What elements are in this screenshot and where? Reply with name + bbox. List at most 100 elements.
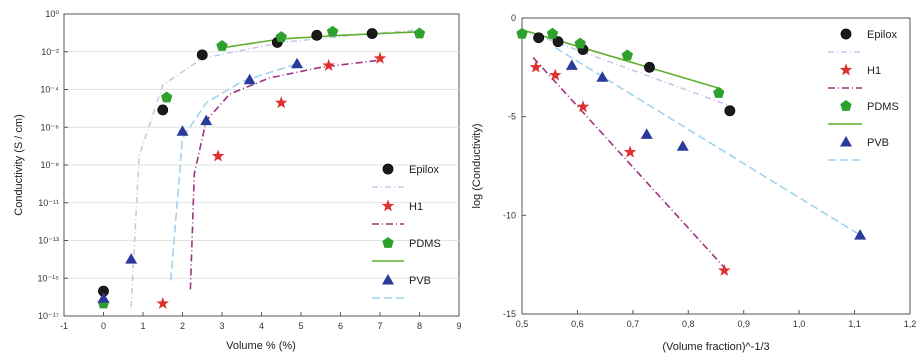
left-fit-curve-pvb <box>169 62 298 281</box>
right-x-tick-label: 0,7 <box>627 319 640 329</box>
right-y-ticks: 0 -5 -10 -15 <box>503 13 526 319</box>
right-point-h1 <box>623 145 637 158</box>
left-x-tick-label: 7 <box>377 321 382 331</box>
left-grid <box>64 51 459 279</box>
left-point-epilox <box>196 49 208 61</box>
left-point-pvb <box>176 125 189 136</box>
right-x-tick-label: 0,5 <box>516 319 529 329</box>
right-x-tick-label: 1,0 <box>793 319 806 329</box>
left-y-tick-label: 10⁻¹¹ <box>38 198 59 208</box>
right-point-pdms <box>713 86 725 98</box>
left-legend-marker-epilox <box>382 163 394 175</box>
left-legend-label-pdms: PDMS <box>409 238 441 250</box>
left-point-h1 <box>156 296 170 309</box>
left-x-tick-label: 8 <box>417 321 422 331</box>
left-y-tick-label: 10⁻¹⁷ <box>38 311 59 321</box>
right-point-pvb <box>596 71 609 82</box>
right-fit-line-h1 <box>532 56 728 272</box>
right-legend-label-epilox: Epilox <box>867 29 897 41</box>
right-point-pvb <box>565 59 578 70</box>
left-x-tick-label: -1 <box>60 321 68 331</box>
left-y-tick-label: 10⁻¹⁵ <box>38 273 60 283</box>
right-y-tick-label: -10 <box>503 210 516 220</box>
left-point-pdms <box>216 39 228 51</box>
right-legend-marker-pdms <box>840 100 852 111</box>
left-legend-label-h1: H1 <box>409 201 423 213</box>
right-point-pdms <box>546 27 559 39</box>
right-legend-marker-pvb <box>840 136 852 147</box>
left-point-h1 <box>211 149 225 162</box>
left-fit-curve-h1 <box>189 59 381 290</box>
right-y-tick-label: 0 <box>511 13 516 23</box>
left-y-tick-label: 10⁰ <box>45 9 59 19</box>
left-point-epilox <box>311 29 323 41</box>
right-point-epilox <box>552 36 564 48</box>
left-point-epilox <box>366 28 378 39</box>
left-x-tick-label: 0 <box>101 321 106 331</box>
right-point-h1 <box>529 60 543 73</box>
left-x-tick-label: 4 <box>259 321 264 331</box>
left-legend-marker-h1 <box>381 199 395 212</box>
left-y-tick-label: 10⁻⁶ <box>41 122 60 132</box>
left-x-axis-title: Volume % (%) <box>226 340 296 352</box>
right-x-tick-label: 1,1 <box>848 319 861 329</box>
right-point-h1 <box>576 100 590 113</box>
left-point-pdms <box>160 91 173 103</box>
right-point-pvb <box>640 128 653 139</box>
left-x-tick-label: 5 <box>298 321 303 331</box>
right-point-pdms <box>574 37 586 49</box>
left-fit-curve-epilox <box>130 29 420 308</box>
right-point-epilox <box>533 32 545 44</box>
left-point-epilox <box>157 104 169 116</box>
left-legend-marker-pvb <box>382 274 394 285</box>
left-legend-label-epilox: Epilox <box>409 164 439 176</box>
right-point-pdms <box>621 49 634 61</box>
right-plot-frame <box>521 17 911 315</box>
left-y-tick-label: 10⁻² <box>41 47 59 57</box>
left-point-pvb <box>243 73 256 85</box>
left-point-pdms <box>413 27 426 39</box>
right-y-axis-title: log (Conductivity) <box>471 124 483 209</box>
left-data-points <box>97 25 426 309</box>
right-point-epilox <box>724 105 736 117</box>
right-x-axis-title: (Volume fraction)^-1/3 <box>662 341 769 353</box>
left-point-pdms <box>275 31 287 42</box>
left-x-tick-label: 1 <box>140 321 145 331</box>
right-y-tick-label: -15 <box>503 309 516 319</box>
right-fit-line-epilox <box>521 29 733 108</box>
left-x-tick-label: 2 <box>180 321 185 331</box>
right-x-tick-label: 0,6 <box>571 319 584 329</box>
right-x-tick-label: 0,8 <box>682 319 695 329</box>
left-point-h1 <box>373 51 387 64</box>
left-y-ticks: 10⁻¹⁷ 10⁻¹⁵ 10⁻¹³ 10⁻¹¹ 10⁻⁸ 10⁻⁶ 10⁻⁴ 10⁻² 10⁰ <box>38 9 68 321</box>
left-point-pvb <box>97 292 110 303</box>
right-x-ticks: 0,5 0,6 0,7 0,8 0,9 1,0 1,1 1,2 <box>516 310 917 329</box>
right-legend-label-pvb: PVB <box>867 137 889 149</box>
left-legend-label-pvb: PVB <box>409 275 431 287</box>
right-x-tick-label: 1,2 <box>904 319 917 329</box>
left-point-h1 <box>274 96 288 109</box>
left-legend: Epilox H1 PDMS PVB <box>372 163 441 299</box>
left-point-h1 <box>322 58 335 71</box>
left-y-axis-title: Conductivity (S / cm) <box>13 114 25 215</box>
left-chart: -1 0 1 2 3 4 5 6 7 8 9 10⁻¹⁷10⁻¹⁵10⁻¹³10⁻¹¹10⁻⁸10⁻… <box>13 9 462 352</box>
right-chart: 0,5 0,6 0,7 0,8 0,9 1,0 1,1 1,2 0 -5 -10 -15 (Volu… <box>471 13 916 353</box>
right-legend-label-pdms: PDMS <box>867 101 899 113</box>
right-x-tick-label: 0,9 <box>737 319 750 329</box>
right-point-pvb <box>676 140 689 151</box>
left-x-ticks: -1 0 1 2 3 4 5 6 7 8 9 <box>60 312 462 331</box>
left-x-tick-label: 3 <box>219 321 224 331</box>
right-point-pvb <box>854 229 867 240</box>
left-fit-curves <box>130 29 420 308</box>
left-y-tick-label: 10⁻¹³ <box>38 236 59 246</box>
right-legend: Epilox H1 PDMS PVB <box>828 28 899 161</box>
right-y-tick-label: -5 <box>508 112 516 122</box>
left-y-tick-label: 10⁻⁸ <box>40 160 59 170</box>
right-point-h1 <box>548 68 562 81</box>
right-point-h1 <box>718 263 731 276</box>
left-point-pvb <box>291 57 304 69</box>
left-legend-marker-pdms <box>382 237 394 248</box>
right-data-points <box>516 27 867 276</box>
right-point-epilox <box>644 61 655 73</box>
